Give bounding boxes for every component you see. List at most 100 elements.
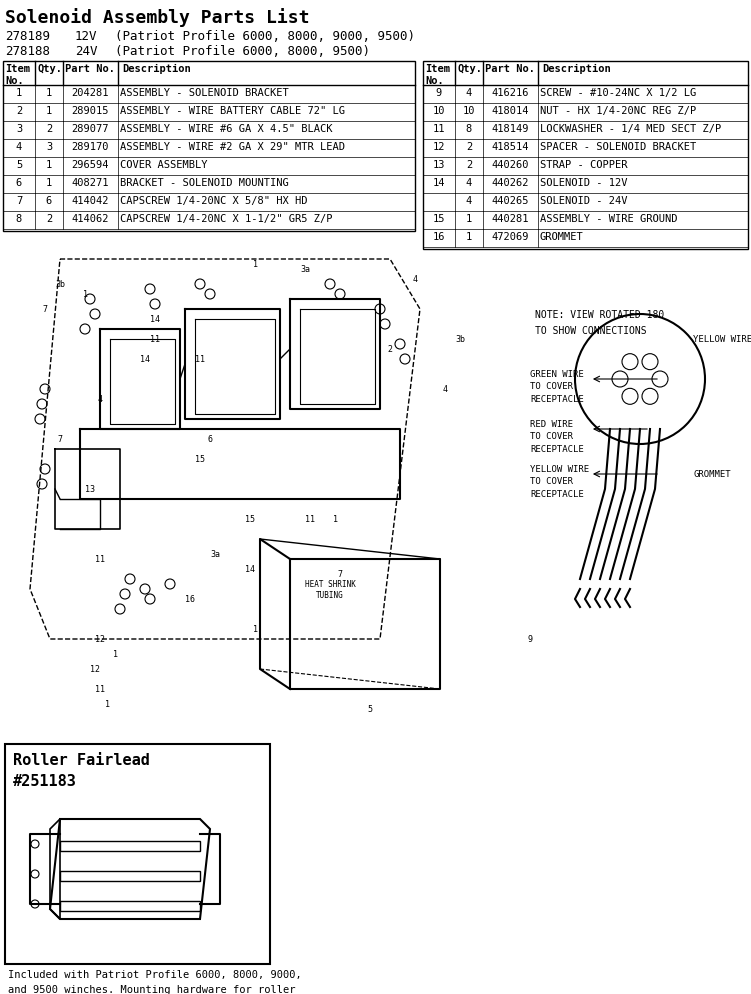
Text: 4: 4 xyxy=(98,395,102,405)
Text: 1: 1 xyxy=(46,160,52,170)
Text: 289015: 289015 xyxy=(72,106,109,116)
Text: Part No.: Part No. xyxy=(65,64,115,74)
Text: 11: 11 xyxy=(150,335,160,344)
Bar xyxy=(60,841,200,851)
Text: 12: 12 xyxy=(90,665,100,674)
Text: SOLENOID - 12V: SOLENOID - 12V xyxy=(540,178,628,188)
Text: Item
No.: Item No. xyxy=(425,64,450,85)
Text: 289170: 289170 xyxy=(72,142,109,152)
Text: ASSEMBLY - WIRE BATTERY CABLE 72" LG: ASSEMBLY - WIRE BATTERY CABLE 72" LG xyxy=(120,106,345,116)
Text: 3b: 3b xyxy=(55,280,65,289)
Bar xyxy=(423,62,748,249)
Text: GROMMET: GROMMET xyxy=(540,232,584,242)
Text: 414042: 414042 xyxy=(72,196,109,206)
Text: SCREW - #10-24NC X 1/2 LG: SCREW - #10-24NC X 1/2 LG xyxy=(540,87,696,97)
Text: 472069: 472069 xyxy=(492,232,529,242)
Text: 6: 6 xyxy=(16,178,22,188)
Text: 4: 4 xyxy=(442,385,448,394)
Text: 9: 9 xyxy=(527,635,532,644)
Text: 11: 11 xyxy=(433,124,445,134)
Text: 3a: 3a xyxy=(300,265,310,274)
Bar xyxy=(60,871,200,881)
Text: 418014: 418014 xyxy=(492,106,529,116)
Text: 10: 10 xyxy=(433,106,445,116)
Text: 7: 7 xyxy=(337,570,342,579)
Text: 440281: 440281 xyxy=(492,214,529,224)
Text: ASSEMBLY - WIRE #2 GA X 29" MTR LEAD: ASSEMBLY - WIRE #2 GA X 29" MTR LEAD xyxy=(120,142,345,152)
Text: 1: 1 xyxy=(252,625,258,634)
Text: 4: 4 xyxy=(466,196,472,206)
Text: 1: 1 xyxy=(46,87,52,97)
Text: (Patriot Profile 6000, 8000, 9500): (Patriot Profile 6000, 8000, 9500) xyxy=(115,45,370,58)
Text: 11: 11 xyxy=(95,685,105,694)
Text: 15: 15 xyxy=(245,515,255,524)
Text: 418149: 418149 xyxy=(492,124,529,134)
Text: 12V: 12V xyxy=(75,30,98,43)
Text: 1: 1 xyxy=(105,700,110,709)
Text: 2: 2 xyxy=(46,214,52,224)
Text: CAPSCREW 1/4-20NC X 5/8" HX HD: CAPSCREW 1/4-20NC X 5/8" HX HD xyxy=(120,196,307,206)
Text: YELLOW WIRE: YELLOW WIRE xyxy=(693,335,751,344)
Text: 15: 15 xyxy=(195,455,205,464)
Text: Qty.: Qty. xyxy=(37,64,62,74)
Text: NOTE: VIEW ROTATED 180
TO SHOW CONNECTIONS: NOTE: VIEW ROTATED 180 TO SHOW CONNECTIO… xyxy=(535,310,664,336)
Text: 6: 6 xyxy=(46,196,52,206)
Text: 278189: 278189 xyxy=(5,30,50,43)
Text: GREEN WIRE
TO COVER
RECEPTACLE: GREEN WIRE TO COVER RECEPTACLE xyxy=(530,370,584,404)
Text: 13: 13 xyxy=(433,160,445,170)
Text: 1: 1 xyxy=(333,515,337,524)
Text: 2: 2 xyxy=(466,160,472,170)
Text: SOLENOID - 24V: SOLENOID - 24V xyxy=(540,196,628,206)
Text: 7: 7 xyxy=(58,435,62,444)
Text: 6: 6 xyxy=(207,435,213,444)
Text: 11: 11 xyxy=(305,515,315,524)
Text: 4: 4 xyxy=(412,275,418,284)
Text: 440262: 440262 xyxy=(492,178,529,188)
Text: Description: Description xyxy=(542,64,611,74)
Text: 416216: 416216 xyxy=(492,87,529,97)
Text: Description: Description xyxy=(122,64,191,74)
Text: 12: 12 xyxy=(95,635,105,644)
Text: 278188: 278188 xyxy=(5,45,50,58)
Text: 3a: 3a xyxy=(210,550,220,559)
Text: 1: 1 xyxy=(46,178,52,188)
Text: Roller Fairlead
#251183: Roller Fairlead #251183 xyxy=(13,752,150,788)
Text: 5: 5 xyxy=(16,160,22,170)
Text: BRACKET - SOLENOID MOUNTING: BRACKET - SOLENOID MOUNTING xyxy=(120,178,288,188)
Text: 3: 3 xyxy=(46,142,52,152)
Text: 3: 3 xyxy=(16,124,22,134)
Text: 440260: 440260 xyxy=(492,160,529,170)
Text: STRAP - COPPER: STRAP - COPPER xyxy=(540,160,628,170)
Text: 2: 2 xyxy=(466,142,472,152)
Text: 14: 14 xyxy=(433,178,445,188)
Text: 418514: 418514 xyxy=(492,142,529,152)
Text: RED WIRE
TO COVER
RECEPTACLE: RED WIRE TO COVER RECEPTACLE xyxy=(530,419,584,453)
Text: 1: 1 xyxy=(16,87,22,97)
Text: 11: 11 xyxy=(95,555,105,564)
Text: 1: 1 xyxy=(113,650,117,659)
Text: Part No.: Part No. xyxy=(485,64,535,74)
Text: 11: 11 xyxy=(195,355,205,364)
Text: 2: 2 xyxy=(46,124,52,134)
Text: 14: 14 xyxy=(150,315,160,324)
Text: 1: 1 xyxy=(83,290,88,299)
Text: 4: 4 xyxy=(16,142,22,152)
Text: 24V: 24V xyxy=(75,45,98,58)
Text: Item
No.: Item No. xyxy=(5,64,30,85)
Text: 15: 15 xyxy=(433,214,445,224)
Bar xyxy=(60,902,200,911)
Text: COVER ASSEMBLY: COVER ASSEMBLY xyxy=(120,160,207,170)
Text: 1: 1 xyxy=(252,260,258,269)
Text: 204281: 204281 xyxy=(72,87,109,97)
Text: YELLOW WIRE
TO COVER
RECEPTACLE: YELLOW WIRE TO COVER RECEPTACLE xyxy=(530,464,589,499)
Text: Qty.: Qty. xyxy=(457,64,482,74)
Text: 13: 13 xyxy=(85,485,95,494)
Text: SPACER - SOLENOID BRACKET: SPACER - SOLENOID BRACKET xyxy=(540,142,696,152)
Text: 2: 2 xyxy=(16,106,22,116)
Text: 12: 12 xyxy=(433,142,445,152)
Text: 4: 4 xyxy=(466,178,472,188)
Text: 8: 8 xyxy=(16,214,22,224)
Text: 9: 9 xyxy=(436,87,442,97)
Text: Solenoid Assembly Parts List: Solenoid Assembly Parts List xyxy=(5,8,309,27)
Text: 14: 14 xyxy=(140,355,150,364)
